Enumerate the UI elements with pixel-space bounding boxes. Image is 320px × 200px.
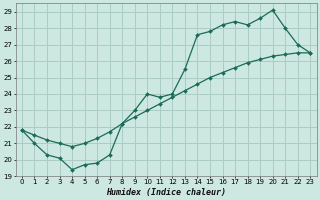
- X-axis label: Humidex (Indice chaleur): Humidex (Indice chaleur): [106, 188, 226, 197]
